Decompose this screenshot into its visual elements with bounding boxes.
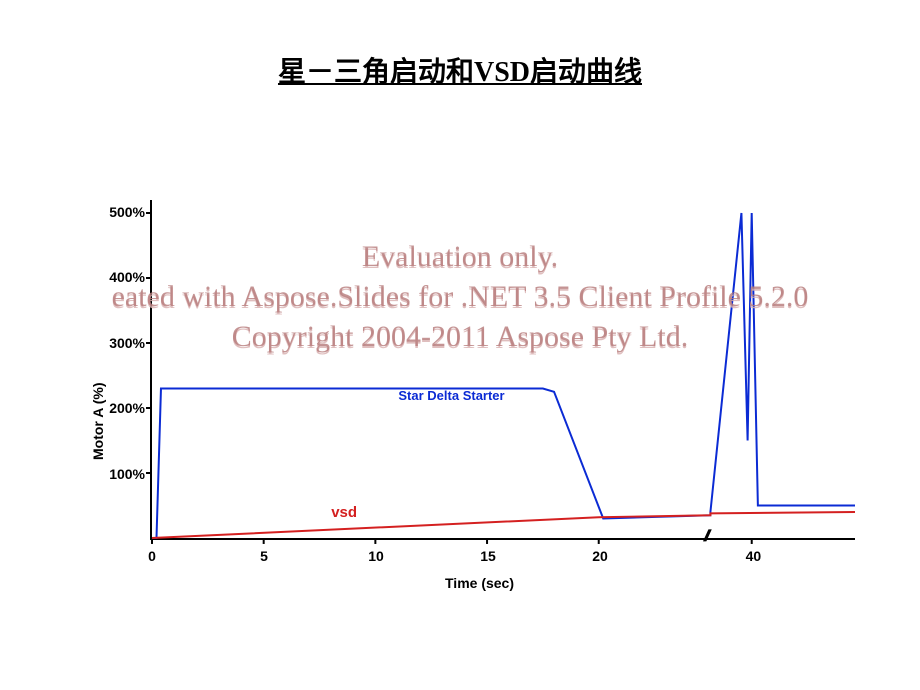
x-tick: 40 bbox=[733, 548, 773, 564]
vsd-line bbox=[152, 512, 855, 538]
y-tick: 100% bbox=[87, 466, 145, 482]
watermark-line-3: Copyright 2004-2011 Aspose Pty Ltd. bbox=[0, 320, 920, 354]
watermark-line-2: eated with Aspose.Slides for .NET 3.5 Cl… bbox=[0, 280, 920, 314]
x-tick: 15 bbox=[468, 548, 508, 564]
page-title: 星－三角启动和VSD启动曲线 bbox=[0, 50, 920, 90]
x-tick: 20 bbox=[580, 548, 620, 564]
star-delta-series-label: Star Delta Starter bbox=[398, 388, 504, 403]
x-tick: 0 bbox=[132, 548, 172, 564]
watermark-line-1: Evaluation only. bbox=[0, 240, 920, 274]
y-axis-label: Motor A (%) bbox=[90, 383, 106, 461]
y-tick: 200% bbox=[87, 400, 145, 416]
x-axis-label: Time (sec) bbox=[445, 575, 514, 591]
vsd-series-label: vsd bbox=[331, 504, 357, 521]
x-tick: 10 bbox=[356, 548, 396, 564]
slide: { "title": { "text": "星－三角启动和VSD启动曲线", "… bbox=[0, 0, 920, 690]
y-tick: 500% bbox=[87, 204, 145, 220]
x-tick: 5 bbox=[244, 548, 284, 564]
